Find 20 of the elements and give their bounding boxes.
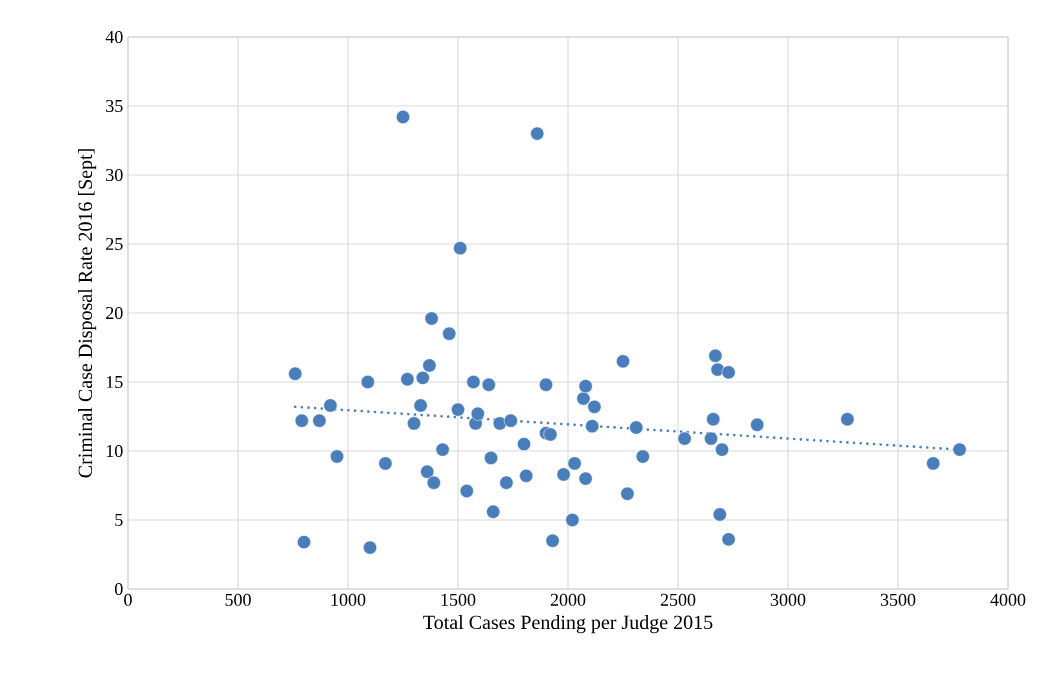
- y-tick-label: 0: [114, 582, 123, 596]
- y-tick-label: 30: [106, 168, 123, 182]
- y-tick-label: 25: [106, 237, 123, 251]
- y-axis-title: Criminal Case Disposal Rate 2016 [Sept]: [78, 149, 97, 478]
- y-tick-label: 10: [106, 444, 123, 458]
- y-tick-label: 40: [105, 30, 123, 44]
- x-tick-label: 3500: [880, 593, 916, 606]
- y-tick-label: 35: [106, 99, 123, 113]
- y-tick-label: 20: [106, 306, 123, 320]
- y-tick-label: 5: [115, 514, 123, 526]
- x-tick-label: 1000: [331, 593, 366, 606]
- x-tick-label: 0: [124, 593, 132, 606]
- x-tick-label: 500: [225, 593, 251, 606]
- y-tick-label: 15: [106, 375, 123, 389]
- x-tick-label: 3000: [770, 593, 806, 606]
- x-tick-label: 2500: [660, 593, 696, 606]
- x-tick-label: 2000: [550, 593, 586, 606]
- x-tick-label: 4000: [990, 593, 1026, 606]
- x-axis-title: Total Cases Pending per Judge 2015: [423, 615, 713, 634]
- x-tick-label: 1500: [441, 593, 476, 606]
